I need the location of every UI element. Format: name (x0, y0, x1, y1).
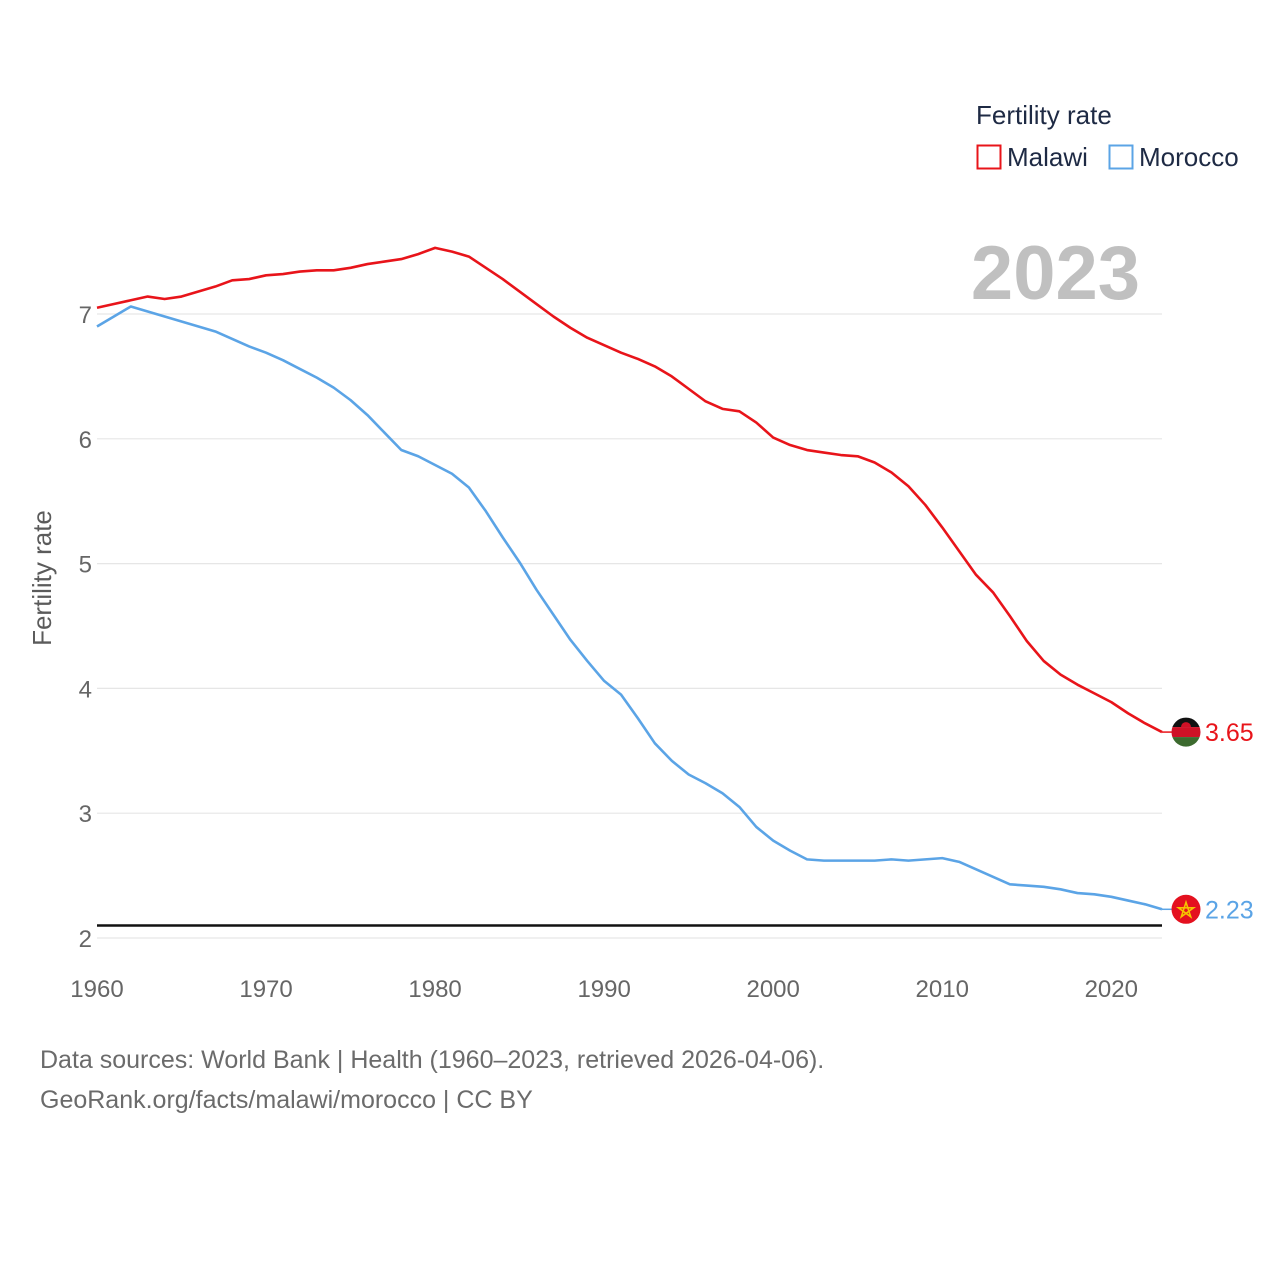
gridlines (97, 313, 1162, 939)
morocco-flag-icon (1171, 894, 1201, 924)
legend-swatch-malawi (976, 144, 1002, 170)
malawi-flag-icon (1171, 717, 1201, 747)
legend-item-malawi[interactable]: Malawi (976, 142, 1088, 172)
x-tick-label: 1970 (239, 976, 292, 1003)
y-tick-label: 4 (79, 676, 92, 703)
legend-swatch-morocco (1108, 144, 1134, 170)
series-line-malawi (96, 246, 1163, 734)
y-tick-label: 5 (79, 552, 92, 579)
y-tick-label: 2 (79, 926, 92, 953)
legend: Fertility rate Malawi Morocco (976, 100, 1239, 172)
y-axis-label: Fertility rate (27, 510, 57, 646)
end-value-morocco: 2.23 (1205, 896, 1254, 924)
data-source-text: Data sources: World Bank | Health (1960–… (40, 1046, 825, 1074)
series-line-morocco (96, 305, 1163, 911)
fertility-rate-chart: 2 3 4 5 6 7 1960 1970 1980 1990 2000 2010 2020 Fert… (27, 100, 1254, 1003)
legend-item-morocco[interactable]: Morocco (1108, 142, 1239, 172)
y-tick-label: 7 (79, 302, 92, 329)
x-tick-label: 1990 (577, 976, 630, 1003)
x-tick-label: 1960 (70, 976, 123, 1003)
x-tick-label: 2020 (1085, 976, 1138, 1003)
legend-title: Fertility rate (976, 100, 1112, 130)
end-value-malawi: 3.65 (1205, 719, 1254, 747)
x-tick-label: 2000 (746, 976, 799, 1003)
year-watermark: 2023 (971, 231, 1140, 316)
y-tick-label: 6 (79, 427, 92, 454)
footer: Data sources: World Bank | Health (1960–… (40, 1040, 824, 1120)
x-axis-ticks: 1960 1970 1980 1990 2000 2010 2020 (70, 976, 1138, 1003)
y-axis-ticks: 2 3 4 5 6 7 (79, 302, 92, 953)
x-tick-label: 2010 (916, 976, 969, 1003)
attribution-link[interactable]: GeoRank.org/facts/malawi/morocco | CC BY (40, 1086, 533, 1114)
series-lines (96, 246, 1163, 911)
y-tick-label: 3 (79, 801, 92, 828)
x-tick-label: 1980 (408, 976, 461, 1003)
end-markers: 3.65 2.23 (1162, 717, 1254, 924)
legend-label-malawi: Malawi (1007, 142, 1088, 172)
legend-label-morocco: Morocco (1139, 142, 1239, 172)
